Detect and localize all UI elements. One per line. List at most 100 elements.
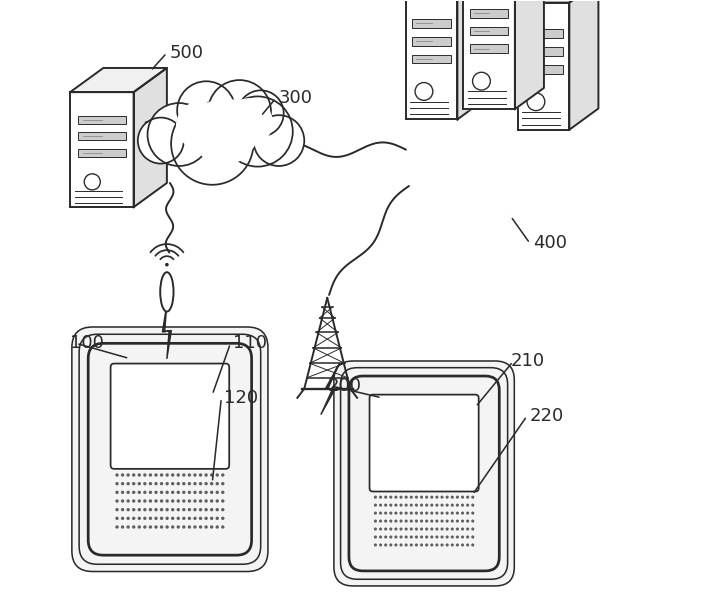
Circle shape xyxy=(384,496,387,499)
Circle shape xyxy=(171,508,174,511)
Circle shape xyxy=(430,528,433,531)
Circle shape xyxy=(374,503,377,506)
Circle shape xyxy=(155,491,157,494)
Circle shape xyxy=(204,482,208,485)
Circle shape xyxy=(466,519,469,523)
Circle shape xyxy=(216,473,219,477)
Circle shape xyxy=(216,499,219,503)
Circle shape xyxy=(155,482,157,485)
Circle shape xyxy=(126,508,130,511)
Circle shape xyxy=(445,536,449,539)
Circle shape xyxy=(188,499,191,503)
Circle shape xyxy=(165,473,169,477)
Circle shape xyxy=(410,528,413,531)
Circle shape xyxy=(410,496,413,499)
Circle shape xyxy=(216,482,219,485)
Polygon shape xyxy=(464,0,515,109)
Circle shape xyxy=(171,525,174,529)
Circle shape xyxy=(445,503,449,506)
Circle shape xyxy=(138,517,141,520)
Circle shape xyxy=(451,503,454,506)
Circle shape xyxy=(121,508,124,511)
Circle shape xyxy=(165,491,169,494)
Polygon shape xyxy=(569,0,598,130)
Circle shape xyxy=(430,519,433,523)
Circle shape xyxy=(210,473,213,477)
Circle shape xyxy=(399,496,403,499)
Circle shape xyxy=(177,517,180,520)
Circle shape xyxy=(445,544,449,547)
Text: 220: 220 xyxy=(530,407,564,425)
Circle shape xyxy=(451,519,454,523)
Circle shape xyxy=(379,536,382,539)
Circle shape xyxy=(394,519,398,523)
Circle shape xyxy=(165,508,169,511)
Circle shape xyxy=(456,503,459,506)
Circle shape xyxy=(415,544,418,547)
Circle shape xyxy=(216,517,219,520)
Circle shape xyxy=(394,528,398,531)
Circle shape xyxy=(430,536,433,539)
Circle shape xyxy=(374,496,377,499)
Circle shape xyxy=(440,544,444,547)
Text: 100: 100 xyxy=(70,334,104,353)
Circle shape xyxy=(121,525,124,529)
Circle shape xyxy=(149,482,152,485)
Circle shape xyxy=(435,503,438,506)
Circle shape xyxy=(471,511,474,514)
Circle shape xyxy=(171,473,174,477)
Circle shape xyxy=(143,508,147,511)
Circle shape xyxy=(461,536,464,539)
Circle shape xyxy=(379,503,382,506)
Circle shape xyxy=(171,517,174,520)
Circle shape xyxy=(210,508,213,511)
Circle shape xyxy=(132,517,135,520)
Circle shape xyxy=(440,511,444,514)
Circle shape xyxy=(471,528,474,531)
Circle shape xyxy=(374,544,377,547)
Circle shape xyxy=(199,525,202,529)
Circle shape xyxy=(471,544,474,547)
Circle shape xyxy=(451,511,454,514)
Circle shape xyxy=(456,536,459,539)
Polygon shape xyxy=(70,92,133,207)
Polygon shape xyxy=(78,133,125,140)
Circle shape xyxy=(188,482,191,485)
Circle shape xyxy=(415,496,418,499)
Circle shape xyxy=(138,491,141,494)
Circle shape xyxy=(435,544,438,547)
Circle shape xyxy=(121,473,124,477)
Circle shape xyxy=(471,519,474,523)
Circle shape xyxy=(445,511,449,514)
Circle shape xyxy=(138,473,141,477)
Circle shape xyxy=(384,503,387,506)
Circle shape xyxy=(194,491,196,494)
Circle shape xyxy=(420,519,423,523)
Circle shape xyxy=(194,525,196,529)
Circle shape xyxy=(216,491,219,494)
Circle shape xyxy=(177,81,235,139)
Circle shape xyxy=(430,544,433,547)
Circle shape xyxy=(143,525,147,529)
Circle shape xyxy=(389,519,392,523)
Circle shape xyxy=(384,511,387,514)
Circle shape xyxy=(194,508,196,511)
Circle shape xyxy=(440,503,444,506)
Circle shape xyxy=(165,517,169,520)
Circle shape xyxy=(405,503,408,506)
Circle shape xyxy=(121,491,124,494)
Circle shape xyxy=(394,503,398,506)
Circle shape xyxy=(425,511,428,514)
Circle shape xyxy=(143,473,147,477)
Circle shape xyxy=(221,499,225,503)
Circle shape xyxy=(420,544,423,547)
Circle shape xyxy=(182,517,186,520)
Circle shape xyxy=(126,517,130,520)
Polygon shape xyxy=(515,0,544,109)
Circle shape xyxy=(471,503,474,506)
Circle shape xyxy=(147,103,211,166)
Circle shape xyxy=(165,263,169,266)
Circle shape xyxy=(430,511,433,514)
FancyBboxPatch shape xyxy=(72,327,268,572)
Circle shape xyxy=(379,528,382,531)
